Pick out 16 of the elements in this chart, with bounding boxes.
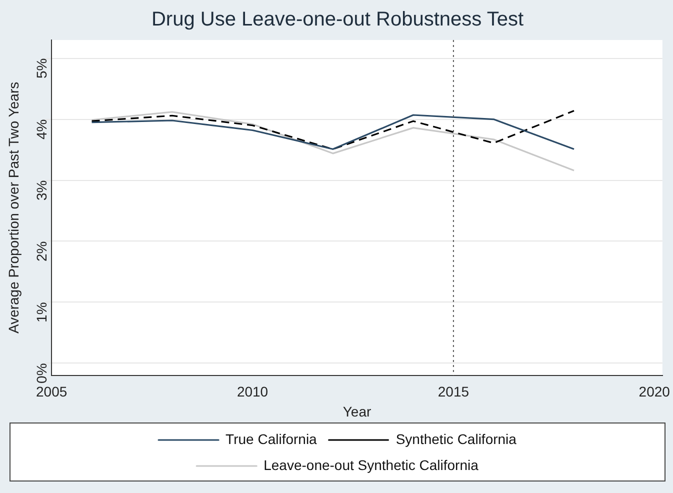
y-tick-label: 5% — [33, 58, 50, 79]
x-tick-label: 2020 — [638, 384, 670, 400]
legend-label: Synthetic California — [396, 430, 517, 447]
legend-label: True California — [226, 430, 318, 447]
chart-title: Drug Use Leave-one-out Robustness Test — [151, 8, 524, 31]
y-tick-label: 0% — [33, 363, 50, 384]
y-tick-label: 1% — [33, 302, 50, 322]
x-tick-label: 2015 — [438, 384, 470, 400]
y-tick-label: 2% — [33, 241, 50, 262]
x-tick-label: 2005 — [36, 384, 68, 400]
y-axis-title: Average Proportion over Past Two Years — [5, 82, 22, 334]
y-tick-label: 3% — [33, 180, 50, 200]
x-tick-label: 2010 — [236, 384, 268, 400]
legend-label: Leave-one-out Synthetic California — [264, 456, 479, 473]
y-tick-label: 4% — [33, 119, 50, 140]
x-axis-title: Year — [342, 403, 372, 420]
